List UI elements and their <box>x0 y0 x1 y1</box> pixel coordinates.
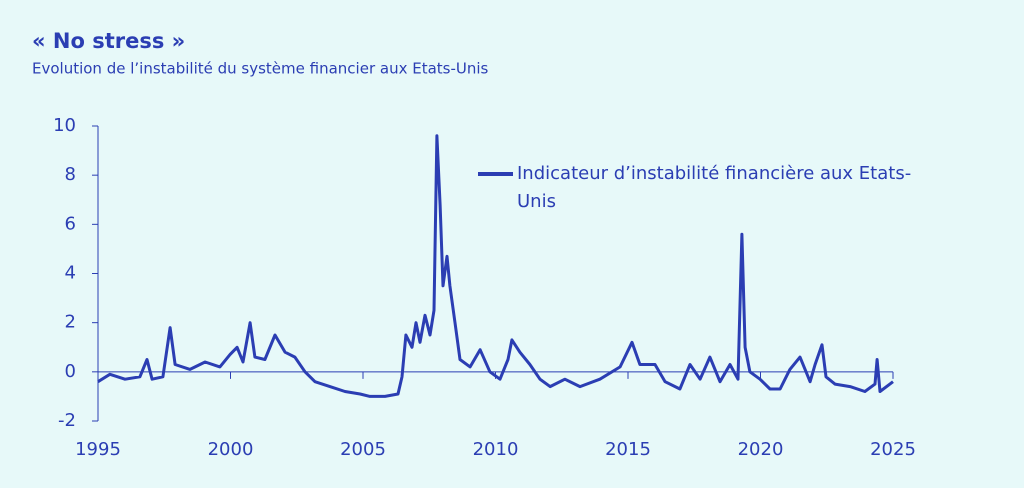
y-tick-label: 10 <box>53 115 76 136</box>
x-tick-label: 1995 <box>75 439 121 460</box>
y-tick-label: 6 <box>65 213 76 234</box>
x-tick-label: 2010 <box>473 439 519 460</box>
x-tick-label: 2015 <box>605 439 651 460</box>
x-tick-label: 2025 <box>870 439 916 460</box>
legend-label: Indicateur d’instabilité financière aux … <box>517 163 912 212</box>
chart-subtitle: Evolution de l’instabilité du système fi… <box>32 60 489 78</box>
y-tick-label: 8 <box>65 164 76 185</box>
x-tick-label: 2020 <box>738 439 784 460</box>
y-tick-label: 0 <box>65 361 76 382</box>
series-line <box>97 134 894 398</box>
x-tick-label: 2005 <box>340 439 386 460</box>
y-tick-label: 2 <box>65 312 76 333</box>
x-tick-label: 2000 <box>208 439 254 460</box>
y-tick-label: 4 <box>65 263 76 284</box>
chart-title: « No stress » <box>32 29 185 53</box>
y-tick-label: -2 <box>58 410 76 431</box>
